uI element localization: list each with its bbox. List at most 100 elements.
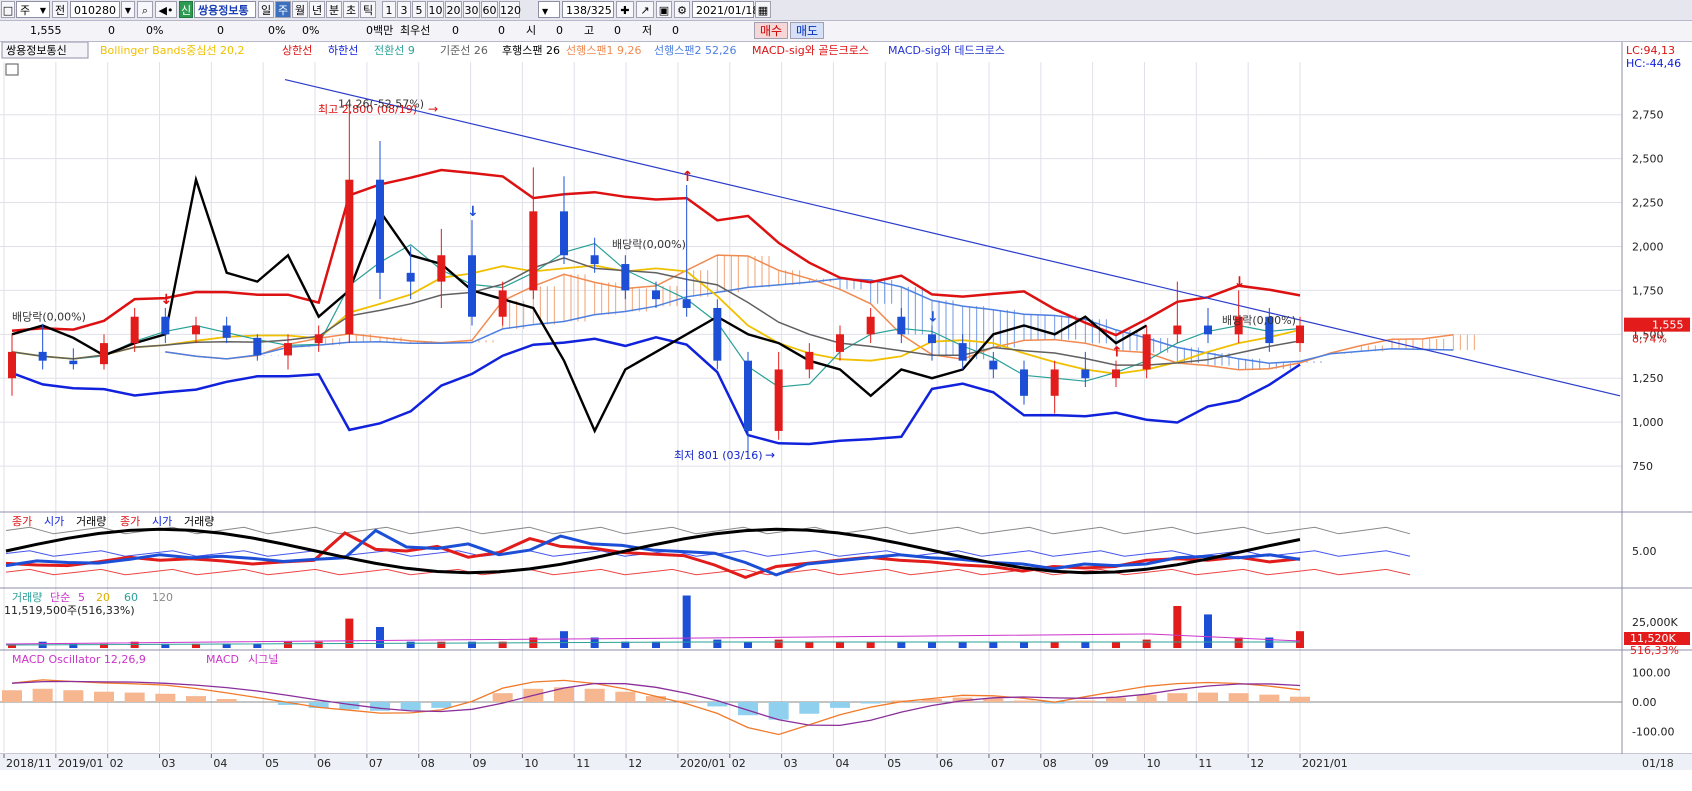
candle-body (1020, 369, 1028, 396)
candle-body (805, 351, 814, 370)
y-tick-label: 2,750 (1632, 109, 1664, 122)
signal-arrow-icon: ↓ (927, 310, 939, 326)
volume-pct: 0% (268, 24, 286, 37)
volume-bar (100, 643, 108, 648)
grid (0, 62, 1622, 752)
interval-button-30[interactable]: 30 (463, 1, 480, 18)
period-button-0[interactable]: 일 (258, 1, 274, 18)
volume-bar (161, 643, 170, 648)
volume-bar (376, 627, 384, 648)
stock-tag: 쌍용정보통신 (6, 44, 67, 57)
speaker-icon[interactable]: ◀• (155, 1, 177, 18)
bar-count-field[interactable]: 138/325 (562, 1, 614, 18)
macd-histogram-bar (1136, 694, 1157, 702)
gear-icon[interactable]: ⚙ (674, 1, 690, 18)
period-button-5[interactable]: 초 (343, 1, 359, 18)
volume-value-tag (1624, 632, 1690, 645)
legend-item: 전환선 9 (374, 44, 415, 57)
count-spinner[interactable]: ▼ (538, 1, 560, 18)
y-tick-label: 750 (1632, 460, 1653, 473)
priority-value: 0 (452, 24, 459, 37)
calendar-icon[interactable]: ▦ (755, 1, 771, 18)
candle-body (1081, 369, 1090, 379)
macd-histogram-bar (554, 687, 574, 702)
candle-body (222, 325, 231, 338)
signal-arrow-icon: ↓ (1234, 274, 1246, 290)
legend-item: Bollinger Bands중심선 20,2 (100, 44, 245, 57)
macd-histogram-bar (768, 702, 789, 720)
macd-legend-item: 시그널 (248, 653, 278, 666)
volume-bar (1050, 641, 1059, 648)
x-tick-label: 09 (473, 757, 487, 770)
x-tick-label: 08 (1043, 757, 1057, 770)
candle-body (744, 360, 752, 431)
bollinger-lower-line (11, 336, 1301, 446)
search-icon[interactable]: ⌕ (137, 1, 153, 18)
chart-annotation: 최고 2,800 (08/19) (318, 103, 417, 116)
macd-histogram-bar (1290, 696, 1310, 702)
legend-item: 기준선 26 (440, 44, 488, 57)
volume-bar (1020, 641, 1028, 648)
interval-button-60[interactable]: 60 (481, 1, 498, 18)
candle-body (8, 351, 16, 379)
x-tick-label: 06 (939, 757, 953, 770)
interval-button-120[interactable]: 120 (499, 1, 521, 18)
buy-button[interactable]: 매수 (754, 22, 788, 39)
volume-bar (1204, 614, 1212, 648)
stock-chart[interactable]: 최고 2,800 (08/19)14,26(-52,57%) 최저 801 (03… (0, 42, 1692, 791)
prev-button[interactable]: 전 (52, 1, 68, 18)
macd-histogram-bar (278, 702, 298, 705)
interval-button-10[interactable]: 10 (427, 1, 444, 18)
y-tick-label: 2,250 (1632, 197, 1664, 210)
period-button-4[interactable]: 분 (326, 1, 342, 18)
low-value: 0 (672, 24, 679, 37)
cross-icon[interactable]: ✚ (616, 1, 634, 18)
period-button-1[interactable]: 주 (275, 1, 291, 18)
sell-button[interactable]: 매도 (790, 22, 824, 39)
candle-body (928, 334, 936, 344)
type-select[interactable]: 주 ▼ (16, 1, 50, 18)
macd-histogram-bar (1259, 694, 1280, 702)
macd-histogram-bar (370, 702, 390, 711)
volume-bar (69, 643, 78, 648)
interval-button-20[interactable]: 20 (445, 1, 462, 18)
period-button-6[interactable]: 틱 (360, 1, 376, 18)
price-volume-panel: 종가 시가 거래량 종가 시가 거래량 5.00 (5, 515, 1657, 580)
candle-body (713, 307, 722, 361)
window-icon[interactable]: □ (1, 1, 15, 18)
x-tick-label: 03 (162, 757, 176, 770)
x-tick-label: 2021/01 (1302, 757, 1348, 770)
period-button-2[interactable]: 월 (292, 1, 308, 18)
volume-current-value: 11,520K (1630, 632, 1676, 645)
interval-button-3[interactable]: 3 (397, 1, 411, 18)
ichimoku-cloud (256, 255, 1475, 370)
legend: 쌍용정보통신 Bollinger Bands중심선 20,2 상한선 하한선 전환선 9… (1, 42, 1681, 76)
candle-body (621, 264, 630, 291)
interval-button-5[interactable]: 5 (412, 1, 426, 18)
trend-icon[interactable]: ↗ (636, 1, 654, 18)
macd-histogram-bar (1106, 697, 1126, 702)
code-dropdown-icon[interactable]: ▼ (121, 1, 135, 18)
date-input[interactable]: 2021/01/18 (692, 1, 759, 18)
volume-bar (744, 641, 752, 648)
macd-histogram-bar (830, 702, 850, 708)
volume-legend-item: 20 (96, 591, 110, 604)
macd-histogram-bar (308, 702, 329, 708)
macd-histogram-bar (124, 692, 145, 702)
x-tick-label: 2020/01 (680, 757, 726, 770)
signal-marks: 최고 2,800 (08/19)14,26(-52,57%) 최저 801 (03… (12, 98, 1296, 462)
x-tick-label: 11 (1198, 757, 1212, 770)
period-button-3[interactable]: 년 (309, 1, 325, 18)
code-input[interactable]: 010280 (70, 1, 120, 18)
macd-histogram-bar (1228, 693, 1249, 702)
interval-button-1[interactable]: 1 (382, 1, 396, 18)
volume-legend-item: 단순 (50, 591, 70, 604)
save-icon[interactable]: ▣ (656, 1, 672, 18)
volume-bar (805, 641, 814, 648)
x-tick-label: 10 (524, 757, 538, 770)
macd-histogram-bar (2, 690, 22, 702)
leading-span1-line (165, 254, 1454, 371)
volume-bar (682, 595, 691, 648)
candle-body (468, 255, 476, 317)
current-price-tag (1624, 317, 1690, 332)
